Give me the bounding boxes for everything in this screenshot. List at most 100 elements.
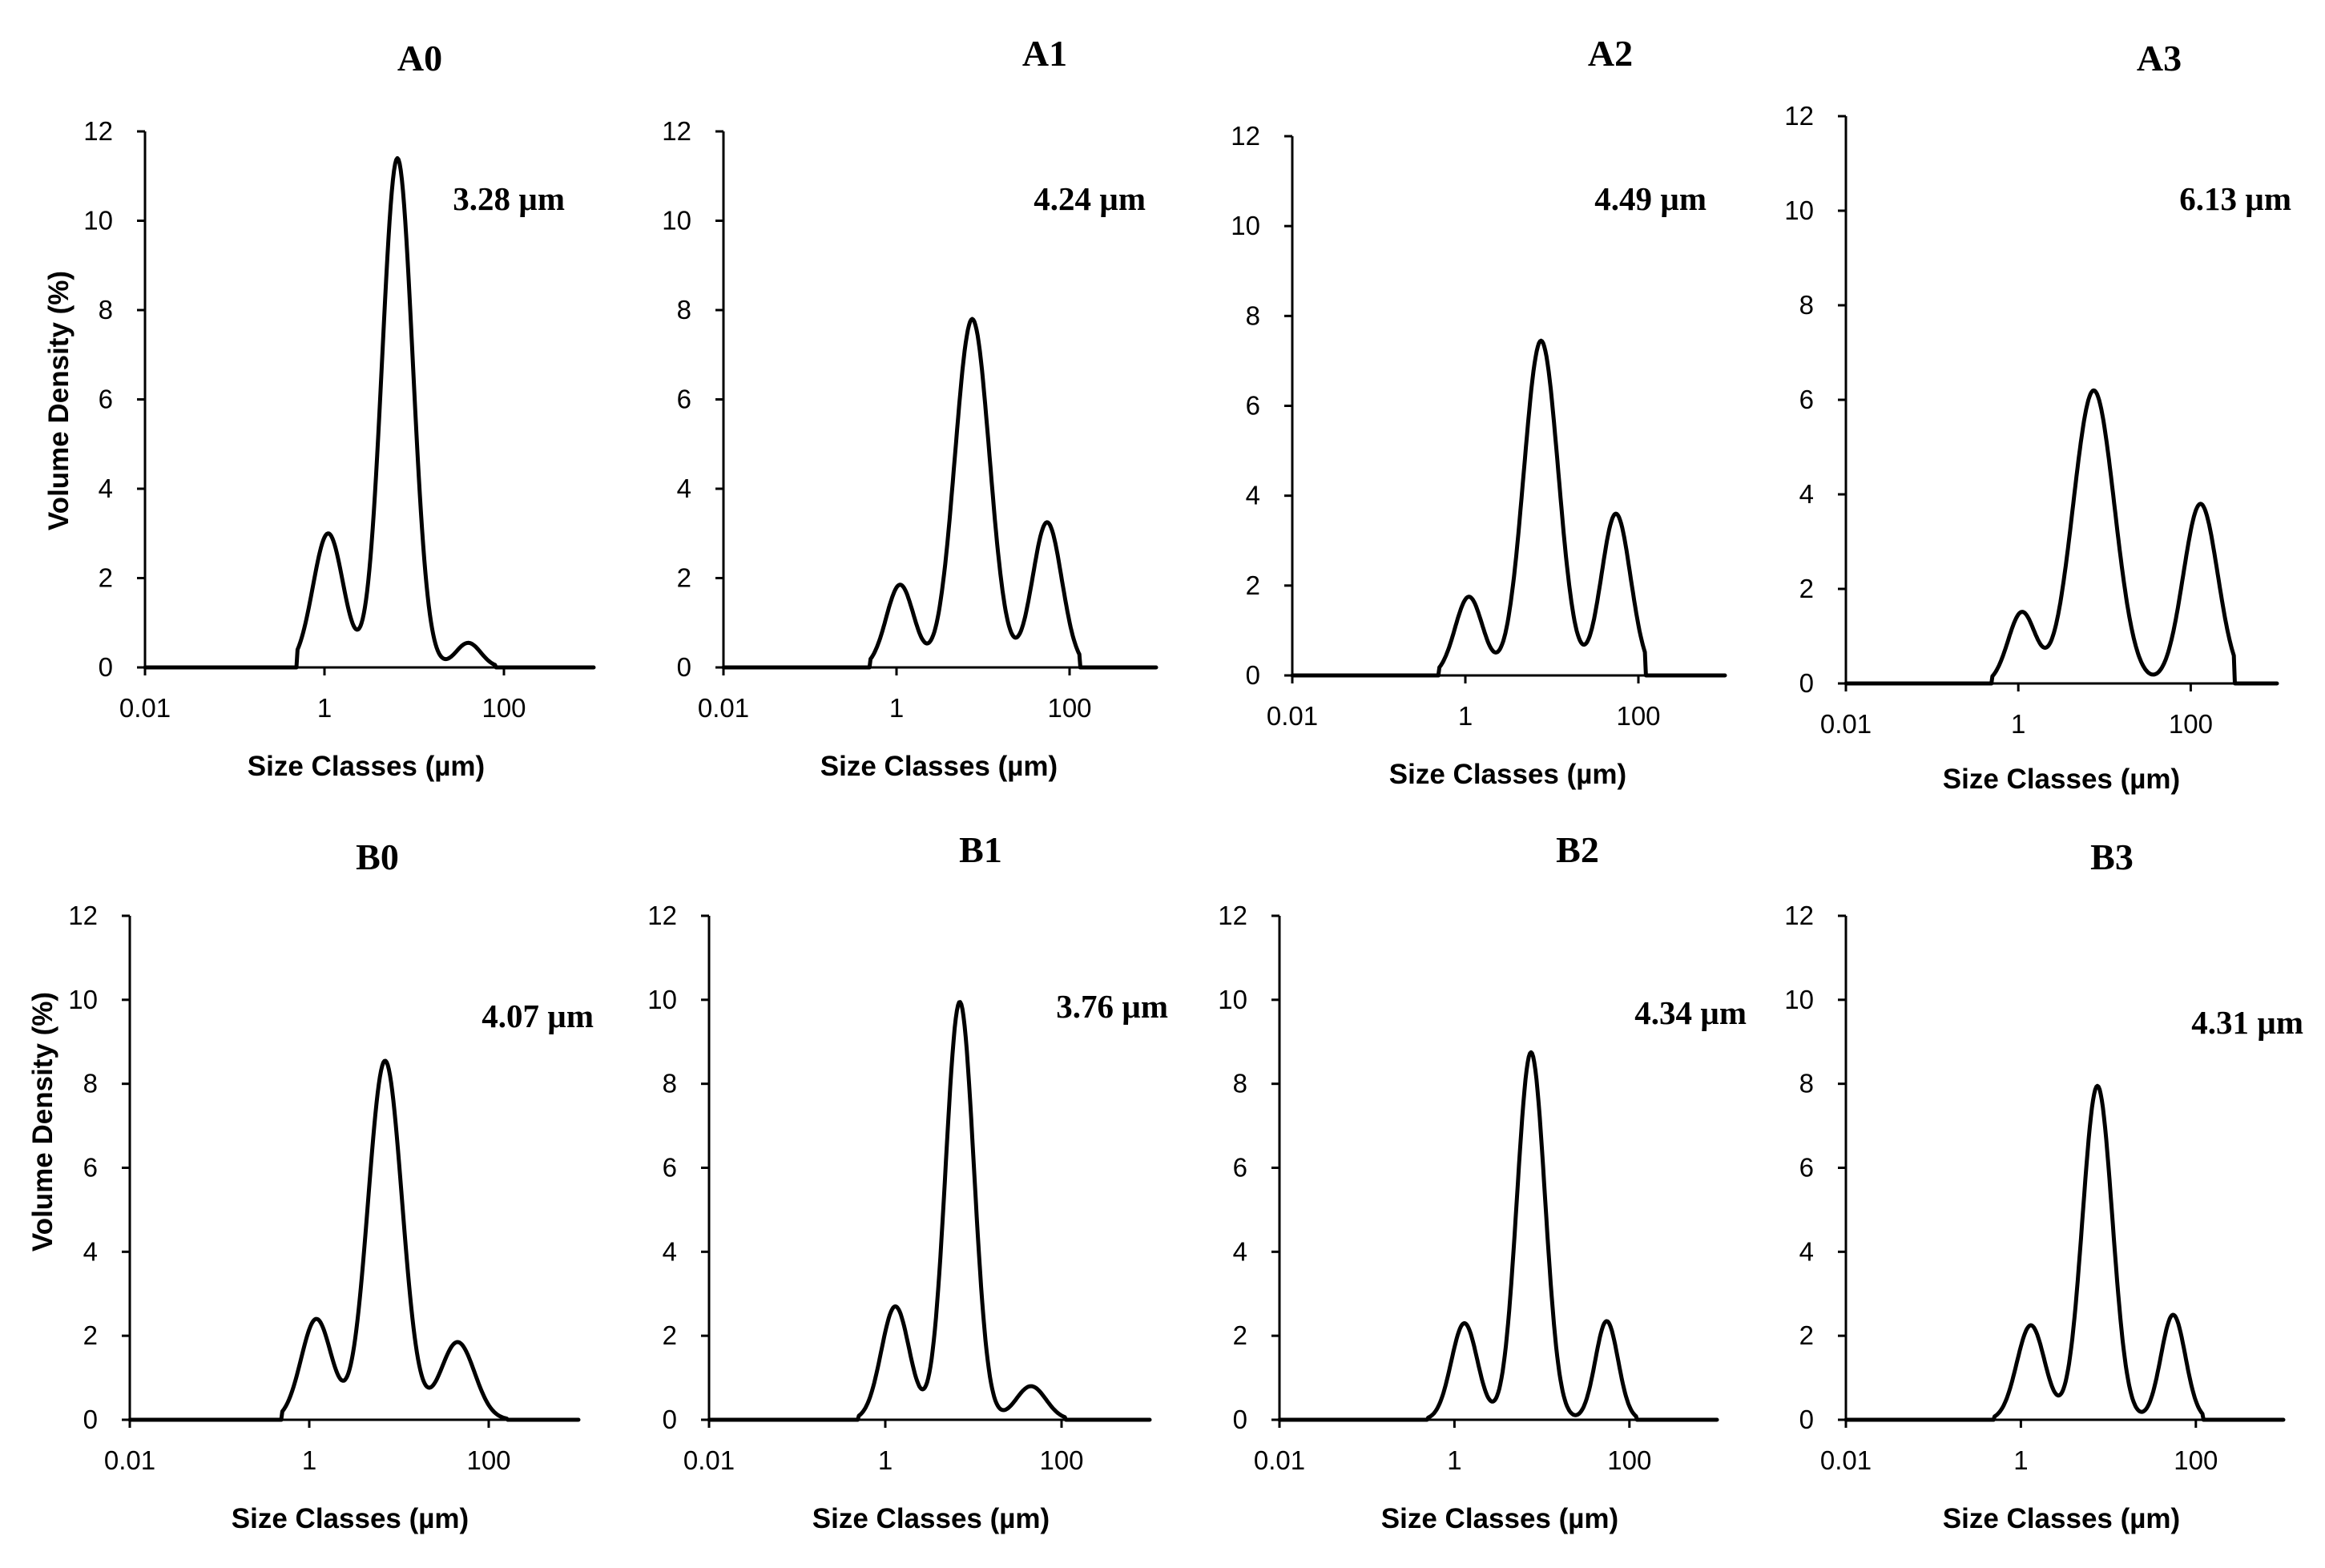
chart-panel-a1: 0 2 4 6 8 10 12 0.01 1 100 A1 4.24 µm Size Classes (… [662,33,1158,782]
y-tick-label: 0 [1246,660,1260,690]
x-tick-label: 1 [889,693,904,723]
x-axis-label: Size Classes (µm) [1943,764,2180,795]
x-tick-label: 1 [2013,1445,2028,1475]
y-tick-label: 6 [83,1153,98,1183]
x-axis-label: Size Classes (µm) [820,751,1058,782]
y-tick-label: 2 [99,563,113,593]
y-tick-label: 6 [1246,391,1260,421]
mean-size-annotation: 4.07 µm [482,998,594,1034]
y-tick-label: 2 [677,563,691,593]
series-line-a1 [721,316,1158,670]
y-tick-label: 4 [1233,1236,1247,1266]
y-tick-label: 12 [1784,901,1814,930]
x-tick-label: 100 [2169,709,2213,739]
x-axis-label: Size Classes (µm) [1389,759,1626,790]
x-tick-label: 1 [2011,709,2025,739]
x-tick-label: 1 [317,693,332,723]
panel-title: B3 [2090,836,2134,877]
y-tick-label: 4 [99,474,113,503]
x-tick-label: 0.01 [1254,1445,1305,1475]
y-tick-label: 12 [1231,121,1260,151]
x-tick-label: 100 [1616,701,1660,731]
y-tick-label: 12 [1784,101,1814,131]
series-line-a3 [1843,388,2279,686]
y-tick-label: 12 [1218,901,1247,930]
x-tick-label: 0.01 [1820,709,1872,739]
chart-panel-a0: 0 2 4 6 8 10 12 0.01 1 100 A0 3.28 µm Size Classes (… [43,38,596,782]
x-tick-label: 0.01 [1820,1445,1872,1475]
y-tick-label: 12 [647,901,677,930]
mean-size-annotation: 4.49 µm [1594,180,1706,217]
y-tick-label: 4 [677,474,691,503]
x-tick-label: 1 [302,1445,316,1475]
y-tick-label: 10 [647,985,677,1014]
y-tick-label: 10 [1218,985,1247,1014]
y-tick-label: 6 [1799,385,1814,414]
x-axis-label: Size Classes (µm) [232,1503,469,1534]
y-axis-label: Volume Density (%) [27,992,58,1252]
x-axis-label: Size Classes (µm) [812,1503,1050,1534]
y-tick-label: 8 [99,295,113,324]
y-tick-label: 4 [83,1236,98,1266]
series-line-b1 [707,1000,1152,1422]
x-tick-label: 0.01 [698,693,749,723]
y-tick-label: 2 [1233,1320,1247,1350]
x-tick-label: 100 [482,693,526,723]
y-tick-label: 8 [1799,1069,1814,1098]
y-tick-label: 0 [1233,1405,1247,1434]
y-tick-label: 2 [663,1320,677,1350]
panel-title: A0 [397,38,442,79]
y-tick-label: 0 [677,652,691,682]
mean-size-annotation: 3.76 µm [1056,988,1168,1025]
y-tick-label: 8 [1233,1069,1247,1098]
x-tick-label: 1 [878,1445,893,1475]
x-axis-label: Size Classes (µm) [1381,1503,1618,1534]
y-tick-label: 4 [663,1236,677,1266]
y-tick-label: 0 [1799,1405,1814,1434]
x-axis-label: Size Classes (µm) [248,751,485,782]
y-tick-label: 6 [1799,1153,1814,1183]
x-axis-label: Size Classes (µm) [1943,1503,2180,1534]
y-tick-label: 10 [662,206,691,236]
y-tick-label: 0 [99,652,113,682]
mean-size-annotation: 3.28 µm [453,180,565,217]
x-tick-label: 100 [1039,1445,1083,1475]
y-tick-label: 4 [1799,479,1814,509]
panel-title: A3 [2137,38,2182,79]
x-tick-label: 100 [1047,693,1091,723]
mean-size-annotation: 4.31 µm [2191,1004,2303,1041]
chart-panel-a2: 0 2 4 6 8 10 12 0.01 1 100 A2 4.49 µm Size Classes (… [1231,33,1727,790]
x-tick-label: 0.01 [119,693,171,723]
y-tick-label: 0 [663,1405,677,1434]
y-tick-label: 4 [1246,481,1260,510]
y-tick-label: 2 [1799,574,1814,603]
x-tick-label: 0.01 [104,1445,155,1475]
x-tick-label: 100 [1607,1445,1651,1475]
y-tick-label: 12 [662,116,691,146]
panel-title: A2 [1588,33,1633,74]
y-tick-label: 8 [1799,290,1814,320]
y-tick-label: 12 [68,901,98,930]
y-tick-label: 8 [663,1069,677,1098]
chart-panel-b1: 0 2 4 6 8 10 12 0.01 1 100 B1 3.76 µm Size Classes (… [647,829,1168,1534]
panel-title: B2 [1556,829,1599,870]
series-line-a0 [143,155,596,670]
y-tick-label: 0 [83,1405,98,1434]
panel-title: B1 [959,829,1002,870]
panel-title: A1 [1022,33,1067,74]
y-tick-label: 2 [1799,1320,1814,1350]
series-line-a2 [1290,338,1727,678]
x-tick-label: 100 [2174,1445,2218,1475]
y-tick-label: 10 [1784,985,1814,1014]
mean-size-annotation: 6.13 µm [2179,180,2291,217]
y-tick-label: 2 [83,1320,98,1350]
mean-size-annotation: 4.34 µm [1634,994,1747,1031]
x-tick-label: 1 [1447,1445,1461,1475]
y-tick-label: 10 [1784,195,1814,225]
mean-size-annotation: 4.24 µm [1034,180,1146,217]
x-tick-label: 100 [466,1445,510,1475]
y-tick-label: 6 [1233,1153,1247,1183]
y-tick-label: 8 [1246,300,1260,330]
y-tick-label: 12 [83,116,113,146]
